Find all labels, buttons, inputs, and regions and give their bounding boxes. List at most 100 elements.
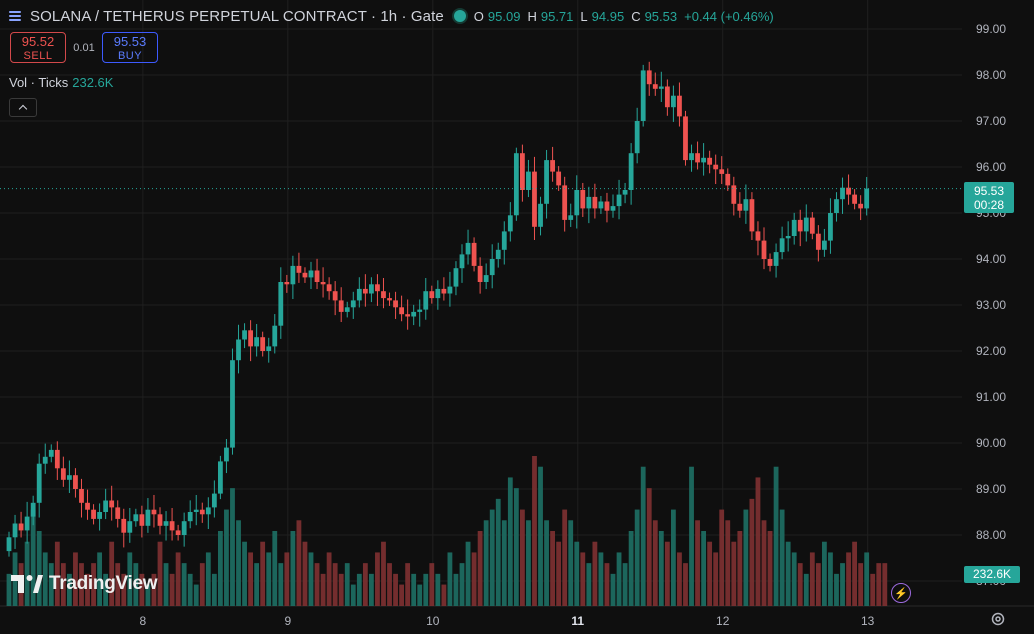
candle-body[interactable] <box>822 240 827 250</box>
volume-legend[interactable]: Vol · Ticks 232.6K <box>9 75 114 90</box>
candle-body[interactable] <box>54 449 60 469</box>
candle-body[interactable] <box>73 475 78 489</box>
candle-body[interactable] <box>634 121 640 154</box>
candle-body[interactable] <box>12 523 18 538</box>
candle-body[interactable] <box>181 521 187 535</box>
candle-body[interactable] <box>211 493 217 508</box>
lightning-icon[interactable]: ⚡ <box>891 583 911 603</box>
candle-body[interactable] <box>719 169 725 174</box>
candle-body[interactable] <box>815 233 821 250</box>
candle-body[interactable] <box>791 219 797 236</box>
candle-body[interactable] <box>314 270 320 283</box>
candle-body[interactable] <box>803 217 809 232</box>
candle-body[interactable] <box>175 530 181 535</box>
candle-body[interactable] <box>809 217 815 234</box>
candle-body[interactable] <box>67 475 72 480</box>
candle-body[interactable] <box>513 153 519 216</box>
buy-button[interactable]: 95.53 BUY <box>102 32 158 63</box>
candle-body[interactable] <box>332 291 338 301</box>
candle-body[interactable] <box>24 516 30 531</box>
candle-body[interactable] <box>701 157 706 163</box>
candle-body[interactable] <box>417 309 423 312</box>
candle-body[interactable] <box>489 259 495 276</box>
candle-body[interactable] <box>218 461 223 494</box>
candle-body[interactable] <box>133 514 139 522</box>
candle-body[interactable] <box>36 463 42 503</box>
candle-body[interactable] <box>628 153 634 190</box>
candle-body[interactable] <box>169 521 175 531</box>
candle-body[interactable] <box>399 307 404 315</box>
candle-body[interactable] <box>592 196 598 209</box>
candle-body[interactable] <box>453 268 459 287</box>
candle-body[interactable] <box>507 215 513 232</box>
candle-body[interactable] <box>526 171 531 190</box>
candle-body[interactable] <box>85 502 90 510</box>
candle-body[interactable] <box>163 521 169 526</box>
candle-body[interactable] <box>586 196 592 209</box>
sell-button[interactable]: 95.52 SELL <box>10 32 66 63</box>
candle-body[interactable] <box>30 502 36 517</box>
candle-body[interactable] <box>538 203 543 227</box>
candle-body[interactable] <box>695 153 700 163</box>
candle-body[interactable] <box>423 291 429 310</box>
candle-body[interactable] <box>749 199 755 232</box>
candle-body[interactable] <box>689 153 694 161</box>
candle-body[interactable] <box>248 330 253 347</box>
candle-body[interactable] <box>544 160 549 204</box>
candle-body[interactable] <box>616 194 622 207</box>
candle-body[interactable] <box>532 171 537 227</box>
candle-body[interactable] <box>580 190 586 209</box>
candle-body[interactable] <box>785 236 791 239</box>
candle-body[interactable] <box>640 70 646 121</box>
candle-body[interactable] <box>115 507 121 519</box>
candle-body[interactable] <box>664 86 670 108</box>
candle-body[interactable] <box>761 240 767 259</box>
candle-body[interactable] <box>91 509 96 519</box>
candle-body[interactable] <box>677 95 682 117</box>
candle-body[interactable] <box>151 509 157 515</box>
candle-body[interactable] <box>350 300 356 308</box>
candle-body[interactable] <box>254 337 260 347</box>
candle-body[interactable] <box>6 537 12 552</box>
candle-body[interactable] <box>127 521 133 533</box>
candle-body[interactable] <box>193 509 199 512</box>
candle-body[interactable] <box>18 523 24 531</box>
candle-body[interactable] <box>707 157 713 165</box>
candle-body[interactable] <box>393 300 398 308</box>
candle-body[interactable] <box>779 238 785 253</box>
candle-body[interactable] <box>447 286 453 294</box>
candle-body[interactable] <box>48 449 54 457</box>
candle-body[interactable] <box>199 509 205 515</box>
candle-body[interactable] <box>266 346 272 351</box>
candle-body[interactable] <box>121 518 127 533</box>
candle-body[interactable] <box>42 456 48 464</box>
candle-body[interactable] <box>550 160 555 172</box>
candle-body[interactable] <box>302 272 308 278</box>
candle-body[interactable] <box>60 468 66 480</box>
candle-body[interactable] <box>773 252 779 266</box>
candle-body[interactable] <box>320 282 326 285</box>
candle-body[interactable] <box>109 500 115 508</box>
candle-body[interactable] <box>272 325 278 347</box>
candle-body[interactable] <box>501 231 507 250</box>
candle-body[interactable] <box>737 203 743 211</box>
candle-body[interactable] <box>157 514 163 526</box>
candle-body[interactable] <box>260 337 266 351</box>
candle-body[interactable] <box>622 190 628 195</box>
candle-body[interactable] <box>435 288 441 299</box>
candle-body[interactable] <box>652 84 658 89</box>
candle-body[interactable] <box>441 288 447 294</box>
candle-body[interactable] <box>562 185 568 220</box>
candle-body[interactable] <box>767 259 773 266</box>
candle-body[interactable] <box>683 116 688 161</box>
tradingview-logo[interactable]: TradingView <box>11 573 158 595</box>
candle-body[interactable] <box>242 330 247 340</box>
candle-body[interactable] <box>568 215 574 220</box>
candle-body[interactable] <box>671 95 676 108</box>
gear-icon[interactable] <box>990 611 1006 627</box>
market-status-icon[interactable] <box>453 10 466 22</box>
candle-body[interactable] <box>574 190 580 216</box>
candle-body[interactable] <box>610 206 616 211</box>
candle-body[interactable] <box>103 500 109 513</box>
